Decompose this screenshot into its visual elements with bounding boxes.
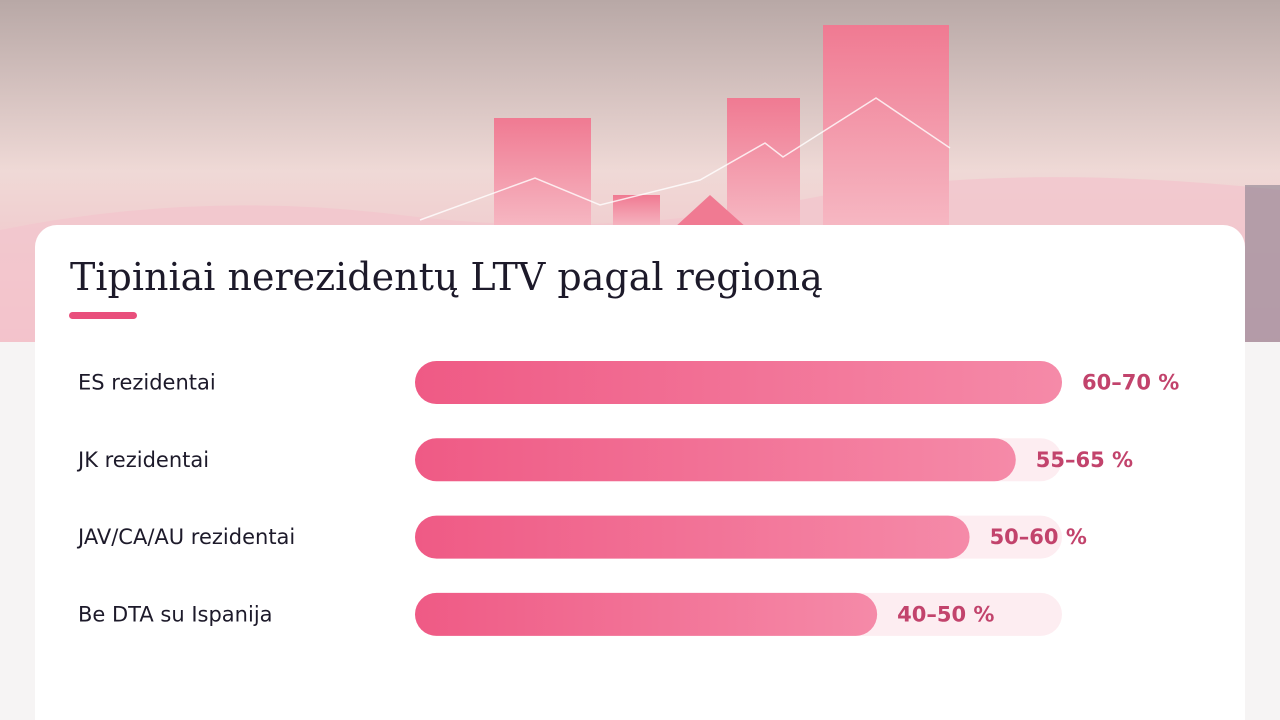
value-label: 55–65 %: [1036, 448, 1133, 472]
value-label: 40–50 %: [897, 602, 994, 626]
value-label: 50–60 %: [990, 525, 1087, 549]
bar: [415, 361, 1062, 404]
bar: [415, 438, 1016, 482]
category-label: Be DTA su Ispanija: [78, 602, 273, 626]
category-label: JAV/CA/AU rezidentai: [76, 525, 295, 549]
chart-title: Tipiniai nerezidentų LTV pagal regioną: [70, 255, 823, 299]
bar: [415, 592, 878, 636]
title-underline: [69, 312, 137, 319]
bar: [415, 515, 970, 559]
category-label: JK rezidentai: [76, 448, 209, 472]
category-label: ES rezidentai: [78, 371, 216, 395]
value-label: 60–70 %: [1082, 371, 1179, 395]
